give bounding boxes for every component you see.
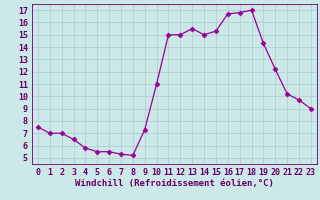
- X-axis label: Windchill (Refroidissement éolien,°C): Windchill (Refroidissement éolien,°C): [75, 179, 274, 188]
